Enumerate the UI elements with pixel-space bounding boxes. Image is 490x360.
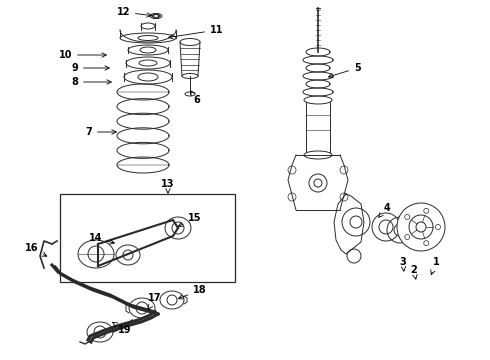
Ellipse shape xyxy=(139,60,157,66)
Bar xyxy=(60,194,235,282)
Text: 7: 7 xyxy=(85,127,116,137)
Ellipse shape xyxy=(180,39,200,45)
Ellipse shape xyxy=(167,295,177,305)
Text: 8: 8 xyxy=(71,77,111,87)
Circle shape xyxy=(342,208,370,236)
Ellipse shape xyxy=(153,14,158,18)
Circle shape xyxy=(424,208,429,213)
Text: 5: 5 xyxy=(329,63,361,78)
Circle shape xyxy=(405,215,410,220)
Circle shape xyxy=(340,166,348,174)
Ellipse shape xyxy=(94,326,106,338)
Text: 13: 13 xyxy=(161,179,175,193)
Circle shape xyxy=(409,215,433,239)
Text: 9: 9 xyxy=(71,63,109,73)
Ellipse shape xyxy=(120,33,176,43)
Text: 10: 10 xyxy=(58,50,106,60)
Circle shape xyxy=(347,249,361,263)
Circle shape xyxy=(288,166,296,174)
Circle shape xyxy=(405,234,410,239)
Ellipse shape xyxy=(140,47,156,53)
Ellipse shape xyxy=(138,73,158,81)
Circle shape xyxy=(340,193,348,201)
Text: 15: 15 xyxy=(178,213,201,226)
Circle shape xyxy=(416,222,426,232)
Text: 18: 18 xyxy=(178,285,207,299)
Text: 19: 19 xyxy=(113,323,131,335)
Circle shape xyxy=(350,216,362,228)
Ellipse shape xyxy=(304,151,332,159)
Ellipse shape xyxy=(123,250,133,260)
Text: 4: 4 xyxy=(379,203,391,217)
Ellipse shape xyxy=(304,96,332,104)
Circle shape xyxy=(397,203,445,251)
Ellipse shape xyxy=(172,222,184,234)
Text: 1: 1 xyxy=(431,257,440,275)
Ellipse shape xyxy=(185,92,195,96)
Text: 2: 2 xyxy=(411,265,417,279)
Ellipse shape xyxy=(141,23,155,29)
Ellipse shape xyxy=(136,302,148,314)
Text: 3: 3 xyxy=(400,257,406,271)
Ellipse shape xyxy=(150,13,162,18)
Text: 12: 12 xyxy=(117,7,151,17)
Circle shape xyxy=(424,241,429,246)
Ellipse shape xyxy=(88,246,104,262)
Circle shape xyxy=(436,225,441,230)
Ellipse shape xyxy=(379,220,393,234)
Ellipse shape xyxy=(182,73,198,78)
Text: 11: 11 xyxy=(169,25,223,39)
Text: 6: 6 xyxy=(191,91,200,105)
Ellipse shape xyxy=(394,224,406,236)
Ellipse shape xyxy=(309,174,327,192)
Ellipse shape xyxy=(314,179,322,187)
Ellipse shape xyxy=(138,36,158,40)
Text: 14: 14 xyxy=(89,233,114,244)
Text: 17: 17 xyxy=(148,293,162,309)
Bar xyxy=(306,100,330,155)
Circle shape xyxy=(288,193,296,201)
Text: 16: 16 xyxy=(24,243,47,256)
